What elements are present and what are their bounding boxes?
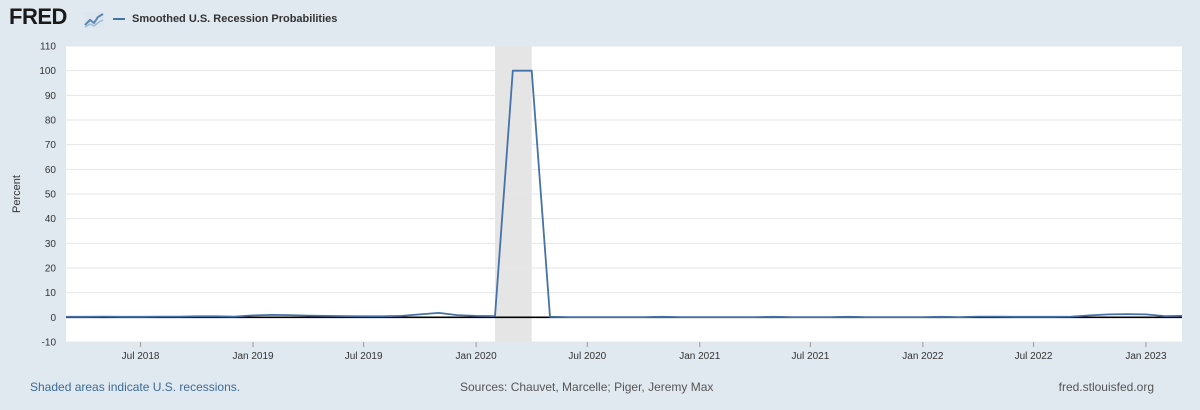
legend-label: Smoothed U.S. Recession Probabilities — [132, 13, 338, 25]
site-link[interactable]: fred.stlouisfed.org — [1058, 380, 1154, 394]
y-tick-label: 0 — [50, 313, 56, 324]
line-chart[interactable]: -10 0 10 20 30 40 50 60 70 80 90 100 110 Jul 2018 Jan… — [0, 36, 1200, 366]
y-tick-label: 70 — [45, 140, 57, 151]
sources-text: Sources: Chauvet, Marcelle; Piger, Jerem… — [460, 380, 714, 394]
recession-note: Shaded areas indicate U.S. recessions. — [30, 380, 241, 394]
y-tick-label: 30 — [45, 239, 57, 250]
y-axis-label: Percent — [11, 175, 23, 213]
y-tick-label: 100 — [39, 66, 56, 77]
y-tick-label: -10 — [42, 338, 57, 349]
x-tick-label: Jul 2022 — [1015, 351, 1053, 362]
series-line-0[interactable] — [66, 69, 1183, 319]
gridlines — [66, 45, 1182, 343]
x-tick-label: Jan 2021 — [679, 351, 721, 362]
y-tick-label: 40 — [45, 214, 57, 225]
x-axis-ticks: Jul 2018 Jan 2019 Jul 2019 Jan 2020 Jul 2020… — [122, 342, 1167, 362]
series-group — [66, 69, 1183, 319]
x-tick-label: Jul 2021 — [792, 351, 830, 362]
y-tick-label: 80 — [45, 116, 57, 127]
y-tick-label: 60 — [45, 165, 57, 176]
x-tick-label: Jul 2020 — [568, 351, 606, 362]
fred-logo[interactable]: FRED — [9, 4, 67, 29]
y-tick-label: 20 — [45, 264, 57, 275]
y-tick-label: 90 — [45, 91, 57, 102]
y-tick-label: 10 — [45, 288, 57, 299]
x-tick-label: Jan 2023 — [1125, 351, 1167, 362]
x-tick-label: Jul 2018 — [122, 351, 160, 362]
x-tick-label: Jan 2022 — [902, 351, 944, 362]
chart-header: FRED Smoothed U.S. Recession Probabiliti… — [0, 0, 1200, 36]
legend[interactable]: Smoothed U.S. Recession Probabilities — [113, 11, 337, 27]
y-axis-ticks: -10 0 10 20 30 40 50 60 70 80 90 100 110 — [39, 42, 56, 349]
x-tick-label: Jan 2019 — [232, 351, 274, 362]
y-tick-label: 110 — [40, 42, 56, 53]
y-tick-label: 50 — [45, 190, 57, 201]
x-tick-label: Jan 2020 — [456, 351, 498, 362]
legend-line-swatch — [113, 18, 125, 20]
fred-chart-icon — [84, 12, 104, 28]
x-tick-label: Jul 2019 — [345, 351, 383, 362]
